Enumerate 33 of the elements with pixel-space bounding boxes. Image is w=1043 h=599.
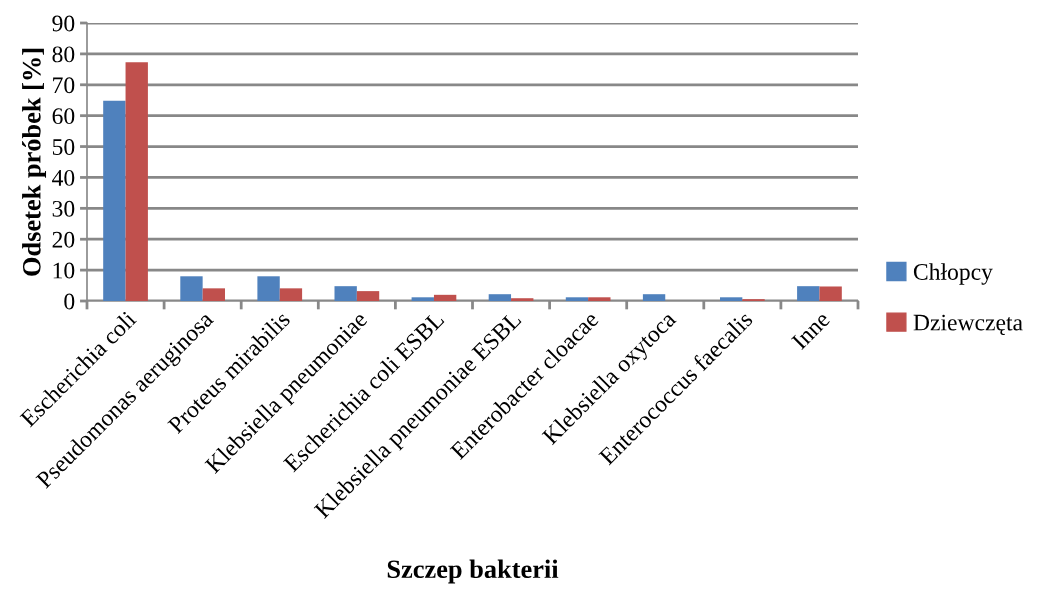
y-tick-label: 0 (64, 293, 75, 310)
y-tick-label: 50 (52, 139, 75, 155)
bar (642, 294, 666, 301)
y-tick-label: 60 (52, 108, 75, 125)
y-axis-title: Odsetek próbek [%] (22, 48, 47, 276)
bar (411, 297, 434, 301)
bar (433, 294, 457, 301)
bar (588, 297, 611, 301)
y-tick-label: 70 (53, 77, 75, 94)
y-tick-label: 40 (52, 169, 75, 186)
bar (257, 276, 280, 301)
bar (334, 286, 357, 301)
bar (719, 297, 743, 301)
bar (511, 298, 534, 301)
bar (180, 276, 203, 301)
bar (125, 62, 148, 301)
x-tick-label: Inne (791, 310, 831, 351)
bar (819, 286, 842, 301)
bar (202, 288, 226, 301)
y-tick-label: 30 (52, 200, 75, 217)
bar (565, 297, 589, 301)
x-axis-title: Szczep bakterii (387, 559, 559, 584)
bar (103, 100, 126, 301)
bar (356, 291, 380, 301)
bar (279, 288, 303, 301)
y-tick-label: 90 (52, 15, 75, 32)
y-tick-label: 20 (52, 231, 75, 248)
legend-label: Dziewczęta (913, 314, 1023, 335)
legend-label: Chłopcy (913, 263, 993, 285)
bar (488, 294, 512, 301)
bar (797, 286, 820, 301)
y-tick-label: 80 (52, 46, 75, 63)
y-tick-label: 10 (53, 262, 75, 279)
